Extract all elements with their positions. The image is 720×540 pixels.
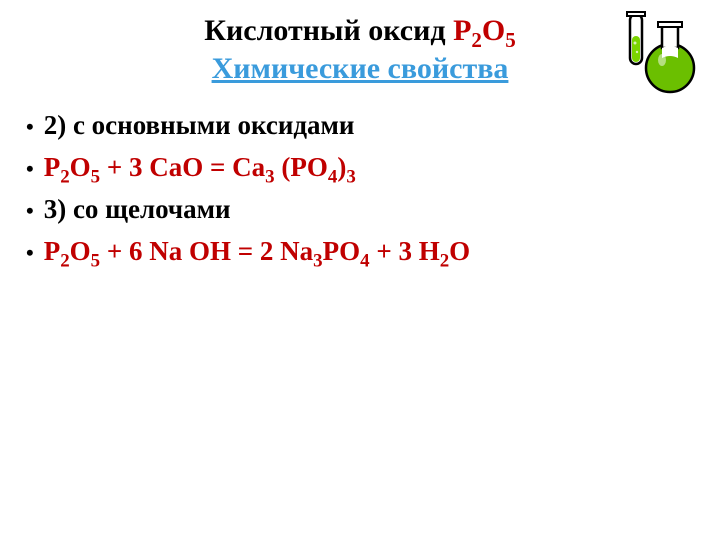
bullet-mark: • xyxy=(26,149,34,189)
equation-2: P2O5 + 6 Na OH = 2 Na3PO4 + 3 H2O xyxy=(44,231,470,273)
list-item: • 2) с основными оксидами xyxy=(26,105,720,147)
title-text: Кислотный оксид xyxy=(204,14,453,47)
title-formula: P2O5 xyxy=(453,14,516,47)
slide-content: • 2) с основными оксидами • P2O5 + 3 CaO… xyxy=(0,87,720,272)
slide-header: Кислотный оксид P2O5 Химические свойства xyxy=(0,0,720,87)
bullet-mark: • xyxy=(26,107,34,147)
equation-1: P2O5 + 3 CaO = Ca3 (PO4)3 xyxy=(44,147,356,189)
subtitle-text: Химические свойства xyxy=(0,50,720,88)
chemistry-flask-icon xyxy=(622,8,702,98)
bullet-mark: • xyxy=(26,191,34,231)
bullet-mark: • xyxy=(26,233,34,273)
list-item: • P2O5 + 3 CaO = Ca3 (PO4)3 xyxy=(26,147,720,189)
list-item: • P2O5 + 6 Na OH = 2 Na3PO4 + 3 H2O xyxy=(26,231,720,273)
bullet-text-1: 2) с основными оксидами xyxy=(44,105,355,147)
list-item: • 3) со щелочами xyxy=(26,189,720,231)
bullet-text-3: 3) со щелочами xyxy=(44,189,231,231)
